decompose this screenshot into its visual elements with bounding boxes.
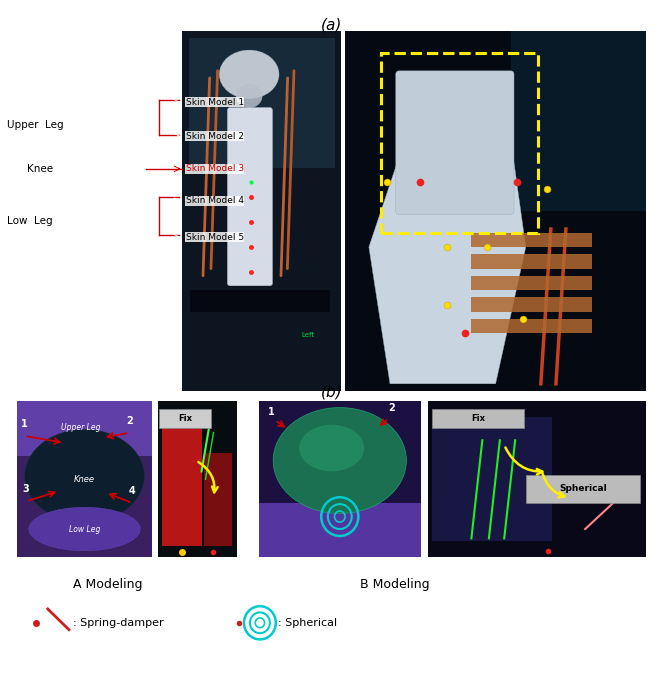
Text: Knee: Knee — [27, 164, 52, 174]
Text: : Spring-damper: : Spring-damper — [73, 618, 164, 628]
Text: 1: 1 — [269, 407, 275, 417]
FancyBboxPatch shape — [345, 31, 646, 391]
Text: Spherical: Spherical — [559, 484, 607, 493]
FancyBboxPatch shape — [396, 71, 514, 215]
FancyBboxPatch shape — [471, 233, 592, 247]
Text: Upper  Leg: Upper Leg — [7, 120, 63, 129]
Ellipse shape — [29, 507, 141, 551]
Text: Knee: Knee — [74, 475, 95, 484]
Text: : Spherical: : Spherical — [278, 618, 337, 628]
FancyBboxPatch shape — [471, 298, 592, 312]
Text: Upper Leg: Upper Leg — [61, 424, 100, 432]
Text: B Modeling: B Modeling — [359, 578, 430, 591]
Text: 2: 2 — [126, 416, 133, 426]
Polygon shape — [369, 139, 526, 384]
FancyBboxPatch shape — [190, 290, 330, 312]
FancyBboxPatch shape — [471, 276, 592, 290]
Text: Fix: Fix — [471, 414, 485, 423]
FancyBboxPatch shape — [511, 31, 646, 211]
FancyBboxPatch shape — [432, 417, 552, 541]
FancyBboxPatch shape — [428, 401, 646, 557]
Text: 2: 2 — [389, 403, 395, 413]
FancyBboxPatch shape — [471, 254, 592, 268]
FancyBboxPatch shape — [227, 107, 272, 286]
FancyBboxPatch shape — [182, 31, 341, 391]
FancyBboxPatch shape — [159, 409, 211, 428]
FancyBboxPatch shape — [17, 401, 152, 557]
Text: (a): (a) — [321, 17, 342, 33]
Text: Fix: Fix — [178, 414, 192, 423]
FancyBboxPatch shape — [526, 475, 640, 502]
Ellipse shape — [236, 84, 263, 108]
FancyBboxPatch shape — [259, 401, 421, 557]
Text: Left: Left — [302, 332, 315, 338]
Text: 3: 3 — [23, 484, 29, 494]
FancyBboxPatch shape — [204, 453, 232, 546]
FancyBboxPatch shape — [189, 38, 335, 168]
Ellipse shape — [219, 50, 279, 98]
FancyBboxPatch shape — [259, 502, 421, 557]
Text: (b): (b) — [321, 384, 342, 399]
Ellipse shape — [273, 408, 406, 513]
Text: Skin Model 5: Skin Model 5 — [186, 233, 244, 242]
FancyBboxPatch shape — [17, 401, 152, 456]
Ellipse shape — [299, 425, 364, 471]
Text: Low  Leg: Low Leg — [7, 217, 52, 226]
Text: Skin Model 4: Skin Model 4 — [186, 196, 243, 206]
Text: Skin Model 3: Skin Model 3 — [186, 164, 244, 174]
Text: 1: 1 — [21, 419, 28, 429]
FancyBboxPatch shape — [162, 425, 202, 546]
Text: 4: 4 — [129, 486, 135, 496]
Text: Skin Model 2: Skin Model 2 — [186, 131, 243, 141]
Text: A Modeling: A Modeling — [74, 578, 143, 591]
FancyBboxPatch shape — [471, 319, 592, 334]
Text: Skin Model 1: Skin Model 1 — [186, 98, 244, 107]
Ellipse shape — [25, 429, 145, 523]
Text: Low Leg: Low Leg — [69, 525, 100, 534]
FancyBboxPatch shape — [158, 401, 237, 557]
FancyBboxPatch shape — [432, 409, 524, 428]
